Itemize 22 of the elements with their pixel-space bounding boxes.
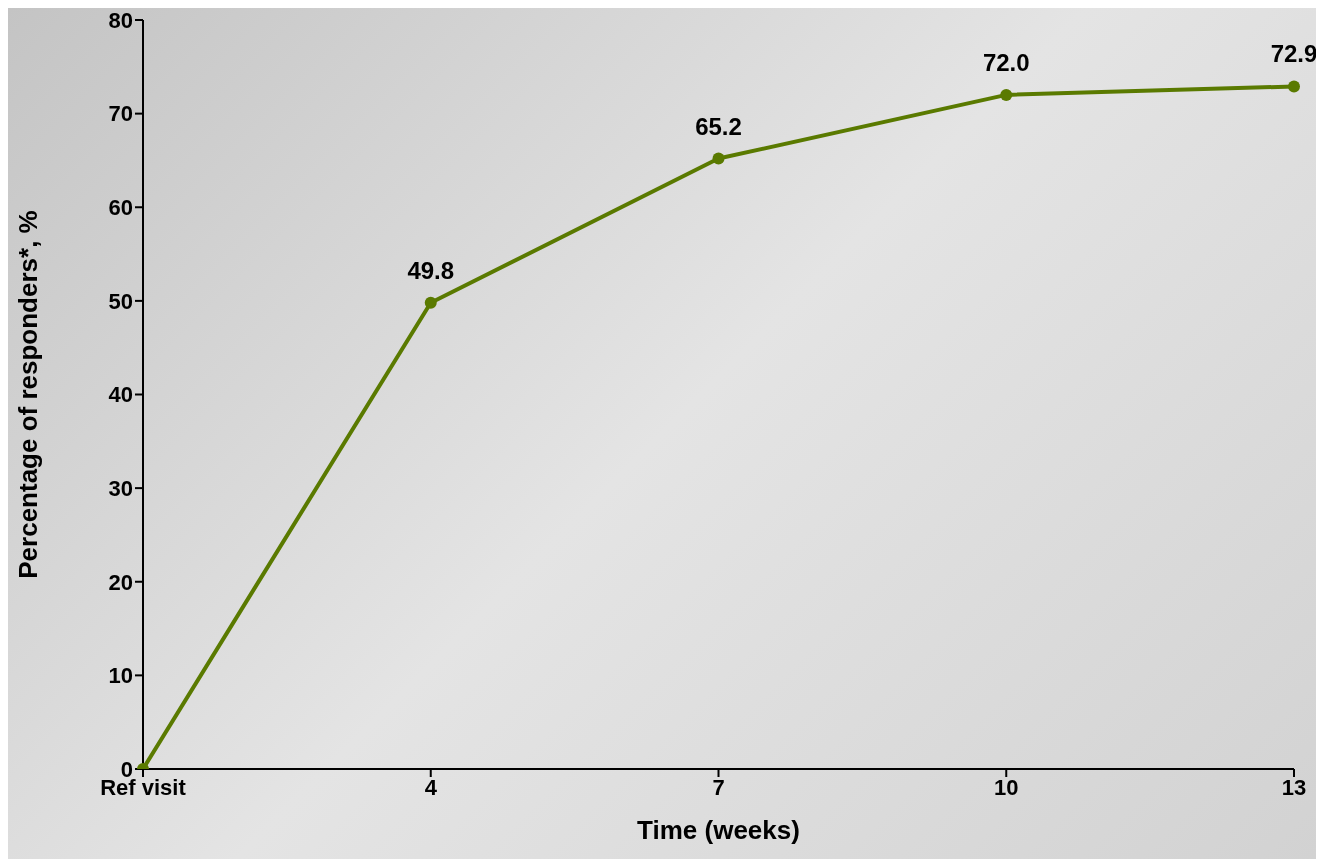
- y-tick-label: 20: [108, 569, 133, 595]
- y-tick-label: 70: [108, 101, 133, 127]
- data-label: 72.9: [1270, 40, 1318, 68]
- y-tick-label: 50: [108, 288, 133, 314]
- y-tick-label: 80: [108, 7, 133, 33]
- x-tick-label: 4: [424, 774, 438, 800]
- point: [1288, 80, 1300, 93]
- point: [424, 296, 437, 309]
- data-label: 72.0: [982, 48, 1030, 76]
- point: [712, 152, 725, 165]
- y-axis-title: Percentage of responders*, %: [13, 210, 44, 579]
- y-tick-label: 10: [108, 663, 133, 689]
- y-tick-label: 60: [108, 195, 133, 221]
- y-tick-label: 40: [108, 382, 133, 408]
- data-label: 49.8: [407, 256, 455, 284]
- data-label: 65.2: [695, 112, 742, 140]
- point: [1000, 88, 1013, 101]
- x-tick-label: 7: [712, 774, 725, 800]
- x-axis-title: Time (weeks): [637, 815, 800, 845]
- x-tick-label: 10: [994, 774, 1019, 800]
- x-tick-label: 13: [1281, 774, 1307, 800]
- y-tick-label: 30: [108, 475, 133, 501]
